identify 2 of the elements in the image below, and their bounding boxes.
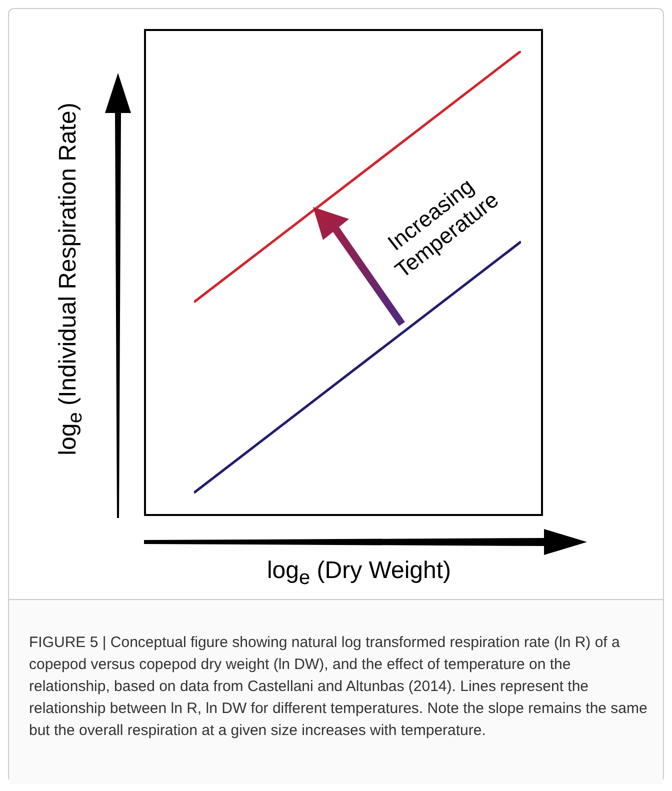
x-axis-title: log$_{e}$ (Dry Weight) (266, 557, 452, 590)
caption: FIGURE 5 | Conceptual figure showing natural log transformed respiration rate (ln R) of a copepod versus copepod dry weight (ln DW), and the effect of temperature on the relationship, based on data from Castellani and Altunbas (2014). Lines represent the relationship between ln R, ln DW for different temperatures. Note the slope remains the same but the overall respiration at a given size increases with temperature. (29, 633, 648, 741)
